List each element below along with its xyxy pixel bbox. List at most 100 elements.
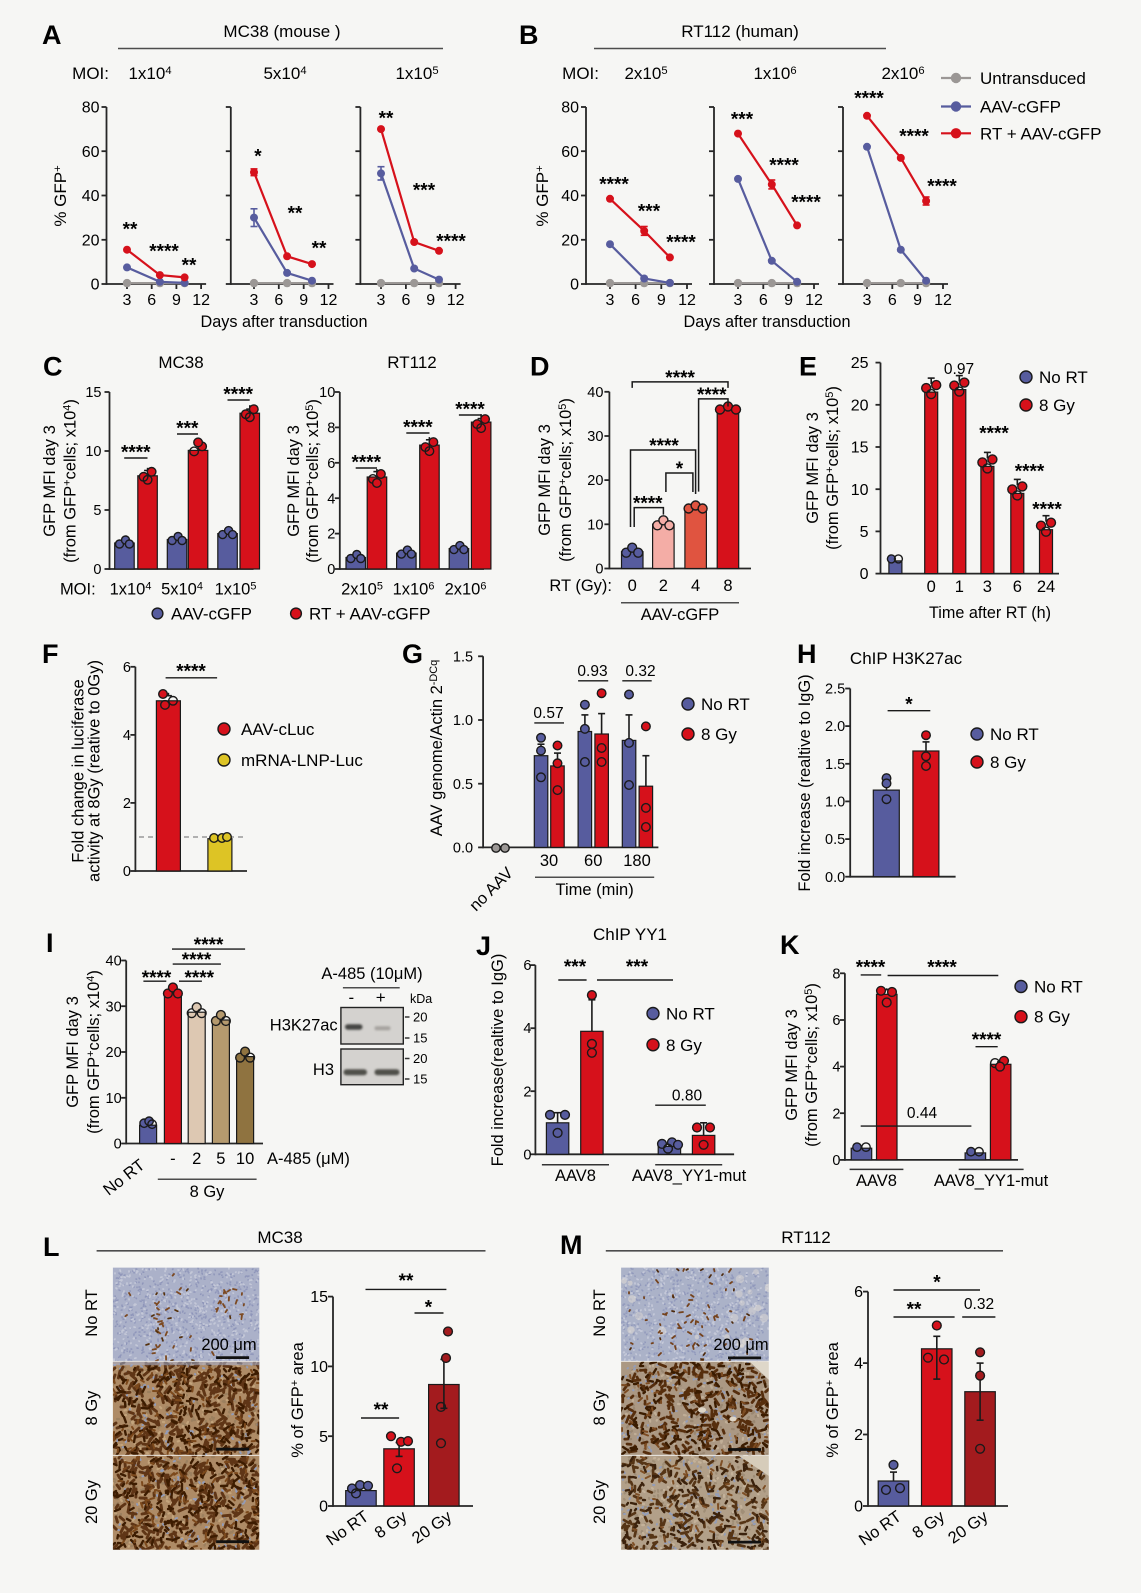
svg-text:****: **** xyxy=(121,443,151,464)
svg-text:2x106: 2x106 xyxy=(445,581,487,599)
svg-text:*: * xyxy=(905,695,913,716)
svg-text:15: 15 xyxy=(413,1072,427,1087)
svg-text:RT112 (human): RT112 (human) xyxy=(681,22,798,41)
svg-text:0: 0 xyxy=(319,1499,328,1516)
svg-text:****: **** xyxy=(666,233,696,254)
svg-text:3: 3 xyxy=(734,292,743,309)
svg-text:RT112: RT112 xyxy=(781,1228,830,1247)
svg-text:****: **** xyxy=(697,385,727,406)
svg-text:0.97: 0.97 xyxy=(944,361,974,378)
svg-text:****: **** xyxy=(455,400,485,421)
svg-text:Time (min): Time (min) xyxy=(555,881,633,899)
svg-text:MOI:: MOI: xyxy=(60,581,96,599)
svg-text:**: ** xyxy=(288,204,303,225)
svg-text:*: * xyxy=(676,459,684,480)
svg-text:2x106: 2x106 xyxy=(881,64,924,83)
svg-text:A: A xyxy=(42,20,62,50)
svg-text:1.0: 1.0 xyxy=(453,713,473,729)
svg-text:6: 6 xyxy=(523,958,531,974)
svg-text:12: 12 xyxy=(805,292,823,309)
svg-text:12: 12 xyxy=(192,292,210,309)
svg-text:8 Gy: 8 Gy xyxy=(1034,1008,1070,1027)
svg-text:GFP MFI day 3: GFP MFI day 3 xyxy=(41,425,59,537)
svg-text:**: ** xyxy=(123,220,138,241)
svg-text:*: * xyxy=(933,1273,941,1294)
svg-text:GFP MFI day 3: GFP MFI day 3 xyxy=(804,412,822,524)
svg-text:****: **** xyxy=(352,453,382,474)
svg-text:****: **** xyxy=(791,193,821,214)
svg-text:A-485 (10μM): A-485 (10μM) xyxy=(321,965,422,983)
svg-text:Fold change in luciferase: Fold change in luciferase xyxy=(70,679,88,862)
svg-text:****: **** xyxy=(182,950,212,971)
svg-text:GFP MFI day 3: GFP MFI day 3 xyxy=(783,1009,801,1121)
svg-text:3: 3 xyxy=(250,292,259,309)
svg-text:****: **** xyxy=(223,385,253,406)
svg-text:****: **** xyxy=(769,156,799,177)
svg-text:0: 0 xyxy=(595,562,603,578)
svg-text:No RT: No RT xyxy=(591,1289,609,1336)
svg-text:0.0: 0.0 xyxy=(453,841,473,857)
svg-text:****: **** xyxy=(927,958,957,979)
svg-text:5x104: 5x104 xyxy=(263,64,306,83)
svg-text:***: *** xyxy=(731,110,754,131)
svg-text:2: 2 xyxy=(854,1427,863,1444)
svg-text:1x106: 1x106 xyxy=(393,581,435,599)
svg-text:****: **** xyxy=(972,1030,1002,1051)
svg-text:MC38: MC38 xyxy=(257,1228,302,1247)
svg-text:*: * xyxy=(254,147,262,168)
svg-text:***: *** xyxy=(638,202,661,223)
svg-text:AAV8: AAV8 xyxy=(856,1172,897,1190)
svg-text:0: 0 xyxy=(93,562,101,578)
svg-text:AAV-cGFP: AAV-cGFP xyxy=(641,606,720,624)
svg-text:4: 4 xyxy=(523,1021,531,1037)
svg-text:1x104: 1x104 xyxy=(110,581,152,599)
svg-text:20: 20 xyxy=(82,232,100,249)
svg-text:5: 5 xyxy=(860,524,869,541)
svg-text:B: B xyxy=(519,20,539,50)
svg-text:D: D xyxy=(530,352,550,382)
svg-text:8: 8 xyxy=(327,421,335,437)
svg-text:15: 15 xyxy=(851,440,869,457)
svg-text:1.5: 1.5 xyxy=(453,649,473,665)
svg-text:8 Gy: 8 Gy xyxy=(83,1390,101,1426)
svg-text:24: 24 xyxy=(1037,578,1055,596)
svg-text:Time after RT (h): Time after RT (h) xyxy=(929,604,1051,622)
svg-text:0: 0 xyxy=(327,562,335,578)
svg-text:0.0: 0.0 xyxy=(825,870,845,886)
svg-text:AAV-cLuc: AAV-cLuc xyxy=(241,720,315,739)
svg-text:G: G xyxy=(402,639,423,669)
svg-text:E: E xyxy=(799,352,817,382)
svg-text:MOI:: MOI: xyxy=(562,64,599,83)
svg-text:30: 30 xyxy=(106,999,122,1015)
svg-text:6: 6 xyxy=(759,292,768,309)
svg-text:10: 10 xyxy=(85,444,101,460)
svg-text:AAV8_YY1-mut: AAV8_YY1-mut xyxy=(632,1167,747,1185)
svg-text:MOI:: MOI: xyxy=(72,64,109,83)
svg-text:No RT: No RT xyxy=(666,1005,715,1024)
svg-text:-: - xyxy=(170,1150,176,1168)
svg-text:H3: H3 xyxy=(313,1061,334,1079)
svg-text:L: L xyxy=(43,1232,60,1262)
svg-text:80: 80 xyxy=(561,100,579,117)
svg-text:9: 9 xyxy=(657,292,666,309)
svg-text:****: **** xyxy=(1032,500,1062,521)
svg-text:6: 6 xyxy=(327,456,335,472)
svg-text:GFP MFI day 3: GFP MFI day 3 xyxy=(64,996,82,1108)
svg-text:****: **** xyxy=(185,968,215,989)
svg-text:3: 3 xyxy=(983,578,992,596)
svg-text:20: 20 xyxy=(106,1045,122,1061)
svg-text:6: 6 xyxy=(1013,578,1022,596)
svg-text:2: 2 xyxy=(659,577,668,595)
svg-text:4: 4 xyxy=(832,1060,840,1076)
svg-text:9: 9 xyxy=(299,292,308,309)
svg-text:***: *** xyxy=(626,957,649,978)
svg-text:10: 10 xyxy=(310,1359,328,1376)
svg-text:****: **** xyxy=(649,436,679,457)
svg-text:****: **** xyxy=(176,662,206,683)
svg-text:****: **** xyxy=(599,175,629,196)
svg-text:ChIP YY1: ChIP YY1 xyxy=(593,925,667,944)
svg-text:**: ** xyxy=(379,109,394,130)
svg-text:No RT: No RT xyxy=(990,725,1039,744)
svg-text:*: * xyxy=(425,1298,433,1319)
svg-text:RT112: RT112 xyxy=(387,353,436,372)
